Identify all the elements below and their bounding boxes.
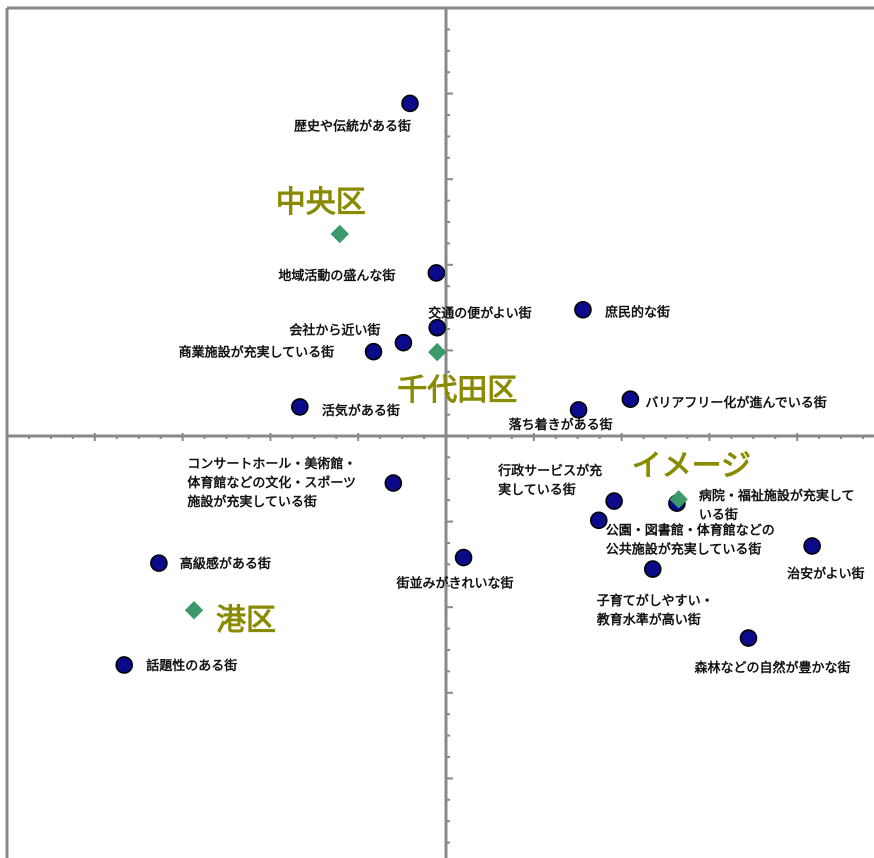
attribute-point [739, 629, 758, 647]
attribute-label: 落ち着きがある街 [509, 417, 613, 433]
group-label: 港区 [216, 603, 276, 638]
group-label: 千代田区 [397, 373, 517, 408]
attribute-point [803, 537, 821, 555]
attribute-label: 話題性のある街 [146, 658, 237, 674]
attribute-point [454, 548, 473, 567]
attribute-point [589, 511, 608, 530]
attribute-point [291, 398, 309, 416]
attribute-label: 商業施設が充実している街 [179, 345, 335, 361]
attribute-point [569, 401, 588, 419]
attribute-point [428, 318, 447, 337]
attribute-label: 子育てがしやすい・教育水準が高い街 [596, 593, 714, 628]
attribute-point [364, 342, 383, 361]
attribute-label: 治安がよい街 [787, 566, 864, 582]
attribute-label: コンサートホール・美術館・体育館などの文化・スポーツ施設が充実している街 [187, 456, 356, 510]
group-point [669, 490, 688, 509]
attribute-point [643, 560, 662, 578]
attribute-point [401, 94, 419, 113]
attribute-label: 地域活動の盛んな街 [278, 268, 395, 284]
attribute-label: 街並みがきれいな街 [396, 576, 514, 592]
attribute-label: 行政サービスが充実している街 [497, 463, 602, 498]
attribute-label: 庶民的な街 [605, 305, 670, 321]
attribute-label: 会社から近い街 [289, 323, 380, 339]
attribute-point [394, 333, 413, 352]
attribute-label: 活気がある街 [322, 403, 400, 419]
attribute-label: 歴史や伝統がある街 [294, 118, 411, 134]
attribute-point [605, 492, 623, 510]
group-label: イメージ [632, 448, 751, 483]
attribute-point [427, 264, 446, 282]
attribute-point [384, 474, 403, 492]
group-point [184, 601, 204, 620]
group-point [330, 224, 349, 244]
attribute-label: 交通の便がよい街 [428, 306, 531, 322]
attribute-label: 公園・図書館・体育館などの公共施設が充実している街 [606, 522, 775, 557]
attribute-point [621, 390, 640, 408]
attribute-label: バリアフリー化が進んでいる街 [645, 395, 826, 411]
attribute-label: 高級感がある街 [180, 556, 271, 572]
group-label: 中央区 [276, 185, 366, 220]
attribute-label: 森林などの自然が豊かな街 [694, 660, 850, 676]
attribute-point [574, 300, 592, 319]
attribute-point [150, 554, 168, 572]
attribute-point [115, 656, 134, 674]
attribute-label: 病院・福祉施設が充実している街 [699, 488, 855, 523]
group-point [428, 342, 447, 362]
